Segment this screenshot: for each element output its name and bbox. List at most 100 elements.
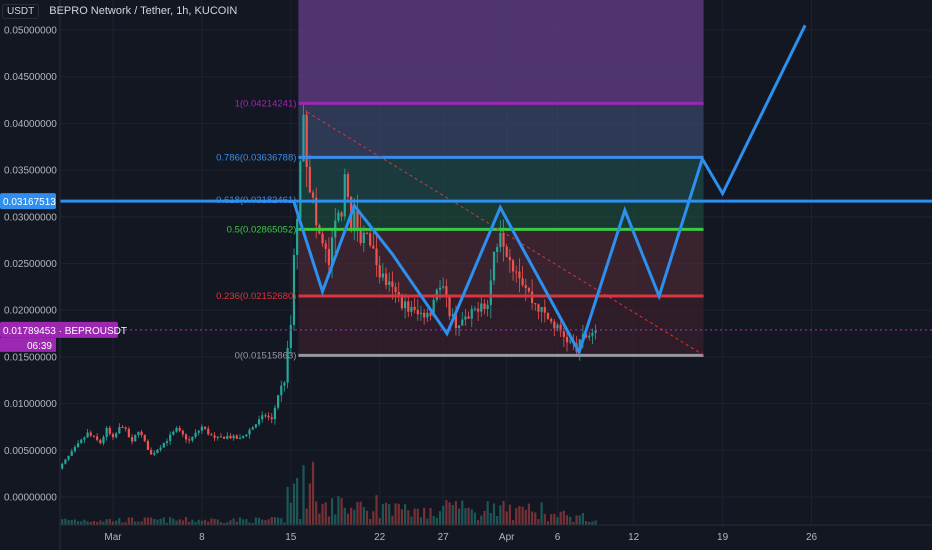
candle-body — [61, 463, 64, 469]
candle-body — [73, 446, 76, 452]
volume-bar — [105, 519, 108, 525]
volume-bar — [492, 503, 496, 525]
candle-body — [384, 273, 388, 285]
volume-bar — [86, 521, 89, 525]
volume-bar — [64, 518, 67, 525]
candle-body — [553, 321, 556, 329]
candle-body — [419, 312, 423, 315]
candle-body — [96, 436, 99, 440]
candle-body — [191, 436, 194, 441]
candle-body — [416, 309, 419, 315]
volume-bar — [550, 514, 553, 525]
fib-zone-band — [298, 295, 704, 356]
x-axis[interactable]: Mar 8 15 22 27 Apr 6 12 19 26 — [60, 524, 932, 543]
volume-bar — [521, 506, 524, 525]
candle-body — [277, 395, 280, 408]
candle-body — [99, 439, 102, 444]
volume-bar — [238, 517, 242, 525]
x-tick-label: 8 — [199, 532, 205, 543]
candle-body — [486, 304, 489, 309]
volume-bar — [134, 521, 137, 525]
candle-body — [118, 427, 121, 434]
candle-body — [264, 415, 267, 417]
x-tick-label: Mar — [104, 532, 122, 543]
x-tick-label: 26 — [806, 532, 818, 543]
fib-level-label: 1(0.04214241) — [235, 98, 297, 109]
volume-bars — [54, 461, 597, 525]
volume-bar — [496, 516, 499, 525]
volume-bar — [248, 522, 251, 525]
candle-body — [372, 245, 375, 249]
volume-bar — [102, 521, 105, 525]
candle-body — [207, 428, 210, 435]
price-unit-badge[interactable]: USDT — [2, 3, 40, 19]
candle-body — [508, 256, 511, 261]
volume-bar — [559, 511, 562, 525]
candle-body — [169, 434, 172, 442]
volume-bar — [232, 518, 235, 525]
y-axis[interactable]: 0.05000000 0.04500000 0.04000000 0.03500000… — [0, 0, 61, 550]
volume-bar — [410, 516, 413, 525]
volume-bar — [448, 502, 451, 525]
volume-bar — [200, 520, 203, 525]
volume-bar — [540, 502, 543, 525]
volume-bar — [350, 507, 353, 525]
volume-bar — [572, 521, 575, 525]
volume-bar — [245, 519, 248, 525]
candle-body — [76, 443, 80, 447]
volume-bar — [391, 515, 394, 525]
volume-bar — [397, 503, 400, 525]
volume-bar — [553, 513, 556, 525]
candle-body — [108, 427, 111, 434]
volume-bar — [235, 521, 238, 525]
candle-body — [448, 295, 451, 317]
candle-body — [105, 427, 108, 438]
candle-body — [543, 307, 546, 313]
x-tick-label: 19 — [717, 532, 729, 543]
volume-bar — [73, 519, 76, 525]
fib-zone-top — [298, 0, 704, 104]
candle-body — [429, 312, 432, 317]
volume-bar — [318, 513, 321, 525]
price-badges: 0.03167513 0.01789453 · BEPROUSDT 06:39 — [0, 193, 127, 352]
candle-body — [67, 455, 70, 460]
volume-bar — [169, 517, 172, 525]
candle-body — [210, 434, 213, 436]
volume-bar — [296, 478, 299, 525]
candle-body — [83, 437, 86, 440]
y-tick-label: 0.05000000 — [4, 26, 57, 37]
candle-body — [381, 273, 384, 278]
volume-bar — [197, 519, 200, 525]
candle-body — [270, 417, 273, 420]
drawing-overlays — [60, 24, 932, 356]
y-tick-label: 0.01000000 — [4, 399, 57, 410]
fib-zone-band — [298, 103, 704, 158]
volume-bar — [346, 513, 350, 525]
candle-body — [340, 212, 343, 217]
volume-bar — [280, 518, 283, 525]
candle-body — [362, 232, 365, 243]
candle-body — [515, 271, 518, 273]
candle-body — [216, 436, 219, 438]
candle-body — [257, 419, 261, 425]
volume-bar — [330, 498, 334, 525]
volume-bar — [343, 507, 346, 525]
volume-bar — [124, 522, 127, 525]
candle-body — [280, 385, 283, 396]
volume-bar — [594, 520, 597, 525]
volume-bar — [213, 518, 216, 525]
candle-body — [388, 281, 391, 285]
volume-bar — [99, 520, 102, 525]
candle-body — [369, 233, 372, 246]
candle-body — [337, 212, 340, 221]
candle-body — [400, 296, 404, 309]
candle-body — [181, 430, 184, 435]
volume-bar — [277, 517, 280, 525]
candle-body — [115, 433, 118, 438]
volume-bar — [372, 511, 375, 525]
candle-body — [432, 299, 435, 317]
x-tick-label: 15 — [285, 532, 297, 543]
candle-body — [124, 427, 127, 429]
candle-body — [305, 114, 308, 167]
